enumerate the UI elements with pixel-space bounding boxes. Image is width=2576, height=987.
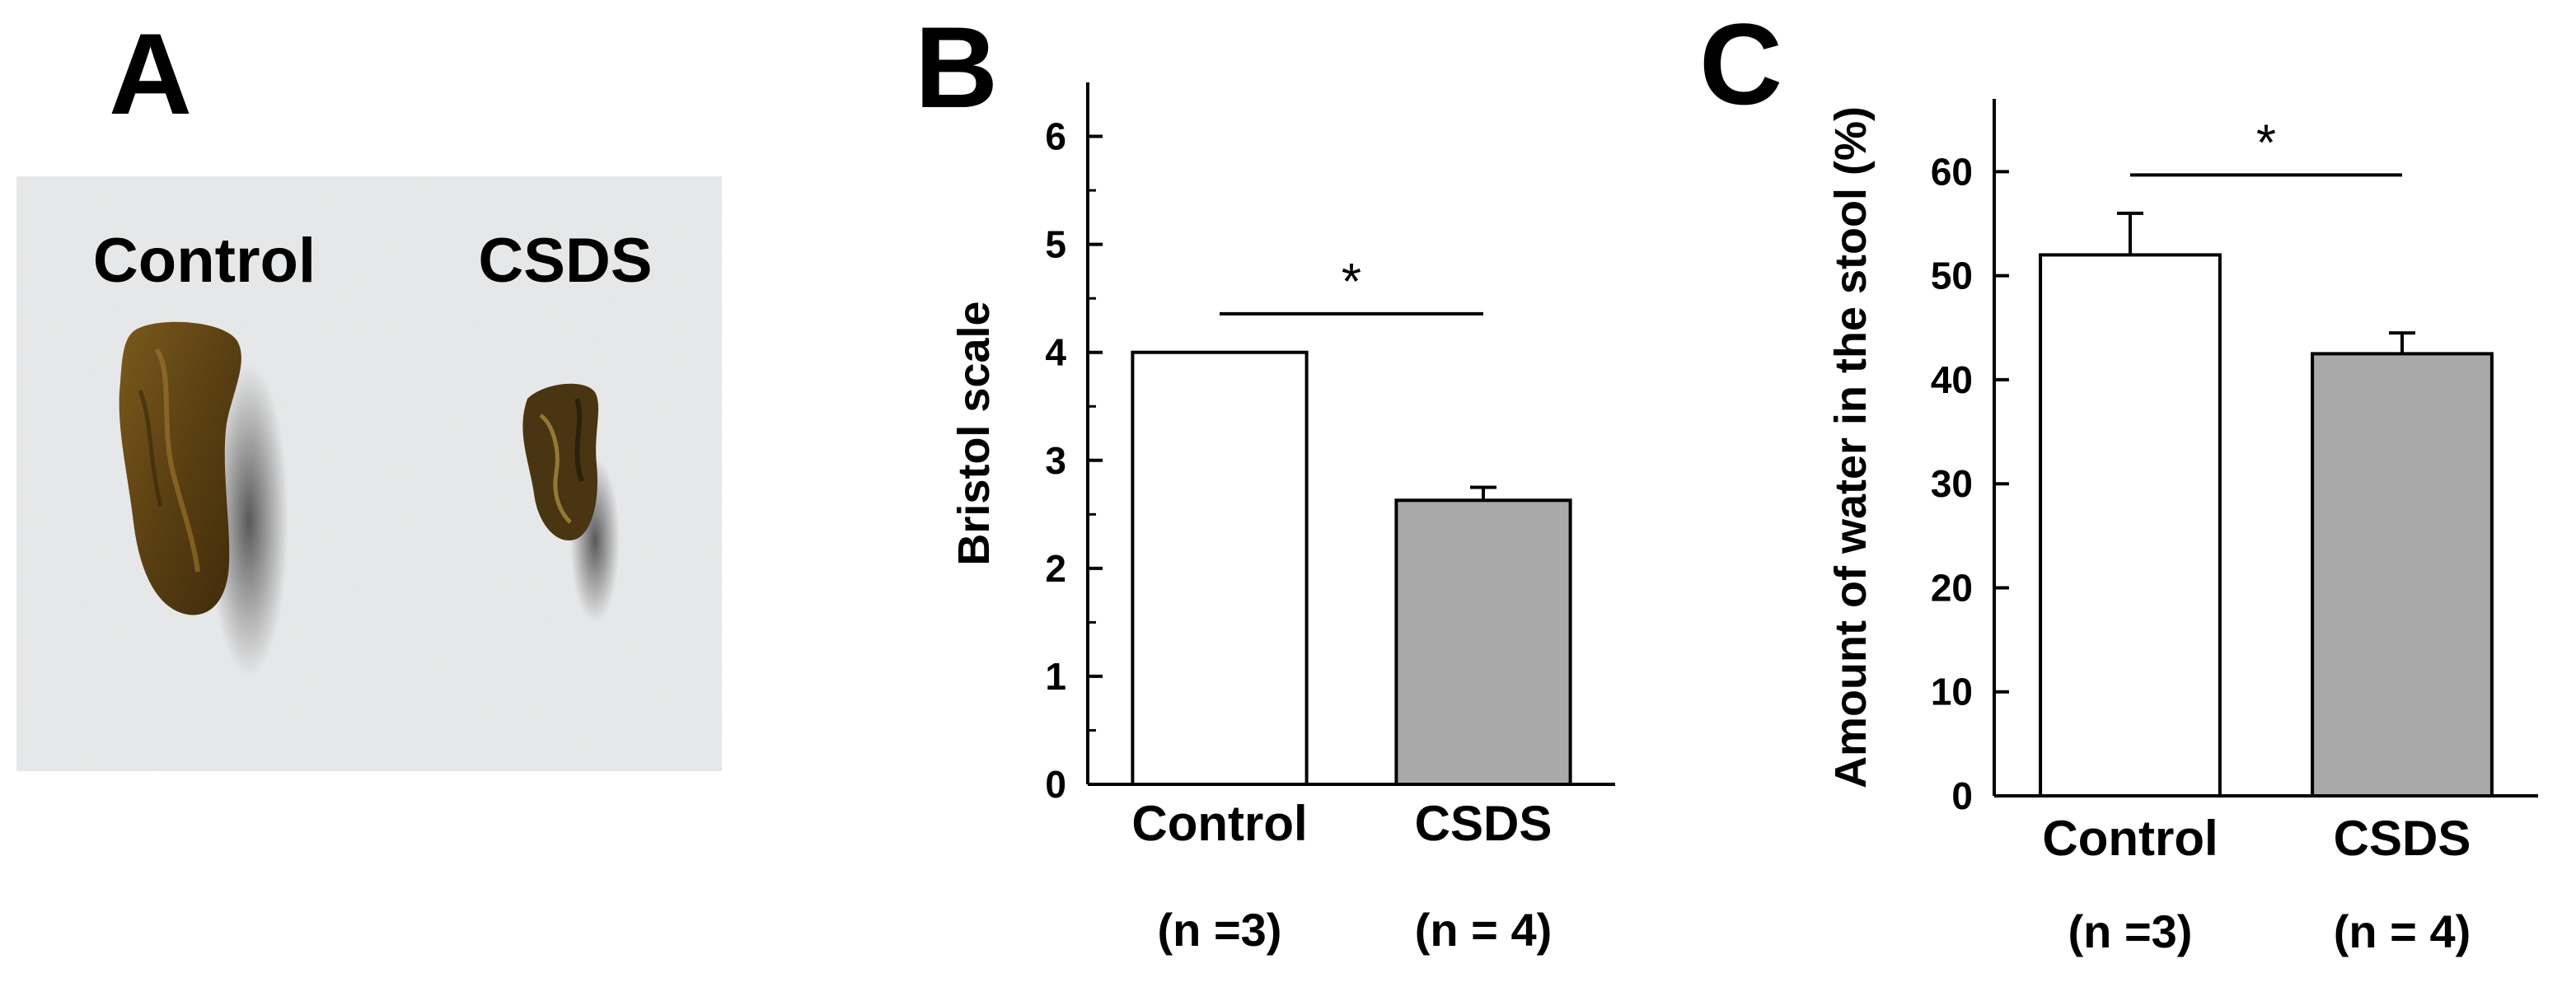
- water-bar-control: [2039, 253, 2222, 798]
- bristol-y-tick-label: 4: [1045, 331, 1066, 374]
- water-sample-size-label: (n =3): [2068, 905, 2193, 957]
- bristol-y-tick-label: 5: [1045, 223, 1066, 266]
- water-y-tick-label: 10: [1931, 671, 1973, 713]
- water-y-tick-label: 40: [1931, 358, 1973, 401]
- water-y-axis-label: Amount of water in the stool (%): [1826, 106, 1876, 788]
- csds-stool: [522, 383, 620, 623]
- bristol-y-tick-label: 6: [1045, 115, 1066, 158]
- bristol-sample-size-label: (n = 4): [1415, 904, 1552, 956]
- control-stool: [119, 321, 288, 677]
- bristol-category-label: CSDS: [1415, 796, 1553, 851]
- bristol-bar-control: [1131, 350, 1309, 786]
- water-y-tick-label: 0: [1951, 774, 1973, 817]
- bristol-category-label: Control: [1131, 796, 1307, 851]
- bristol-y-tick-label: 2: [1045, 547, 1066, 590]
- water-y-tick-label: 50: [1931, 255, 1973, 297]
- bristol-y-tick-label: 1: [1045, 655, 1066, 698]
- water-y-tick-label: 30: [1931, 462, 1973, 505]
- stool-photo: Control CSDS: [16, 176, 722, 771]
- panel-c-label: C: [1699, 0, 1783, 129]
- bristol-sample-size-label: (n =3): [1158, 904, 1282, 956]
- water-category-label: CSDS: [2334, 811, 2471, 866]
- water-sample-size-label: (n = 4): [2334, 905, 2471, 957]
- bristol-y-tick-label: 3: [1045, 439, 1066, 482]
- photo-label-csds: CSDS: [478, 226, 652, 296]
- bristol-significance-star: *: [1342, 254, 1361, 311]
- photo-label-control: Control: [93, 226, 316, 296]
- water-y-tick-label: 60: [1931, 150, 1973, 193]
- water-y-tick-label: 20: [1931, 566, 1973, 609]
- water-significance-star: *: [2256, 115, 2276, 171]
- water-bar-csds: [2311, 352, 2494, 798]
- water-category-label: Control: [2042, 811, 2218, 866]
- panel-b-label: B: [915, 2, 999, 132]
- bristol-bar-csds: [1394, 498, 1572, 786]
- bristol-y-tick-label: 0: [1045, 763, 1066, 806]
- panel-a-label: A: [109, 9, 193, 138]
- bristol-y-axis-label: Bristol scale: [949, 301, 999, 565]
